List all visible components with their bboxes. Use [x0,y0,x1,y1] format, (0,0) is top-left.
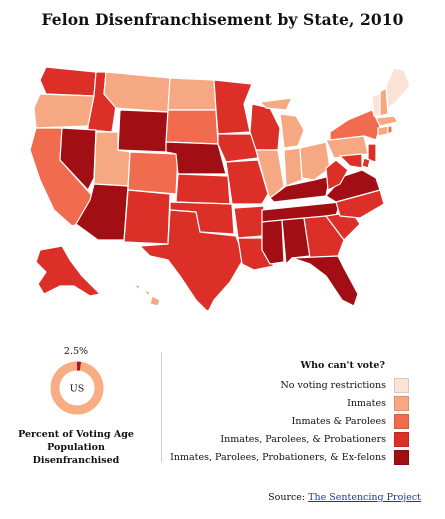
legend-item-label: No voting restrictions [280,379,386,391]
state-massachusetts [375,115,399,127]
state-texas [139,209,245,310]
us-donut-chart: US [50,361,104,415]
legend-item: Inmates & Parolees [149,413,409,429]
state-florida [291,255,359,307]
state-hawaii [133,283,161,307]
state-delaware [361,157,371,169]
legend-title: Who can't vote? [300,360,385,371]
donut-disenfranchised-arc [50,361,104,415]
state-new-hampshire [379,87,389,117]
donut-panel: 2.5% US Percent of Voting Age Population… [16,346,166,466]
panel-divider [161,352,162,463]
state-iowa [217,133,259,163]
state-georgia [303,215,345,259]
legend-swatch [394,431,409,447]
donut-center-label: US [70,384,85,395]
state-arkansas [233,205,265,239]
state-maine [385,67,411,109]
state-oregon [33,93,95,129]
legend-item: Inmates, Parolees, Probationers, & Ex-fe… [149,449,409,465]
state-montana [103,71,171,113]
source-link[interactable]: The Sentencing Project [308,492,421,503]
us-state-map [29,66,411,310]
state-north-dakota [167,77,217,111]
state-connecticut [377,125,389,137]
legend-swatch [394,413,409,429]
state-alaska [35,245,101,297]
legend-swatch [394,377,409,393]
state-wisconsin [249,103,281,151]
state-vermont [371,93,381,117]
state-colorado [127,151,179,195]
state-nevada [59,127,97,191]
legend-item-label: Inmates & Parolees [291,415,386,427]
legend: Who can't vote? No voting restrictions I… [149,360,409,467]
state-west-virginia [325,159,349,191]
state-maryland [339,153,363,169]
state-washington [39,66,97,97]
state-alabama [281,217,311,265]
donut-caption: Percent of Voting Age Population Disenfr… [16,428,136,467]
state-michigan [259,97,305,149]
source-line: Source: The Sentencing Project [268,492,421,503]
state-kansas [175,173,231,205]
state-missouri [225,159,269,205]
state-minnesota [213,79,253,135]
state-indiana [283,147,303,187]
state-mississippi [261,219,285,265]
state-new-york [329,109,381,141]
source-prefix: Source: [268,492,309,503]
state-rhode-island [387,125,393,135]
donut-percent-label: 2.5% [63,346,89,357]
legend-swatch [394,395,409,411]
legend-item: No voting restrictions [149,377,409,393]
state-new-mexico [123,189,171,245]
map-title: Felon Disenfranchisement by State, 2010 [41,10,404,29]
legend-item: Inmates, Parolees, & Probationers [149,431,409,447]
legend-item-label: Inmates, Parolees, & Probationers [220,433,386,445]
donut-caption-line2: Population Disenfranchised [32,442,120,466]
legend-item-label: Inmates [347,397,386,409]
state-ohio [299,141,331,181]
legend-item: Inmates [149,395,409,411]
legend-swatch [394,449,409,465]
state-south-dakota [165,109,219,145]
donut-caption-line1: Percent of Voting Age [18,429,134,440]
state-new-jersey [367,143,377,163]
legend-item-label: Inmates, Parolees, Probationers, & Ex-fe… [170,451,386,463]
state-wyoming [117,109,169,153]
